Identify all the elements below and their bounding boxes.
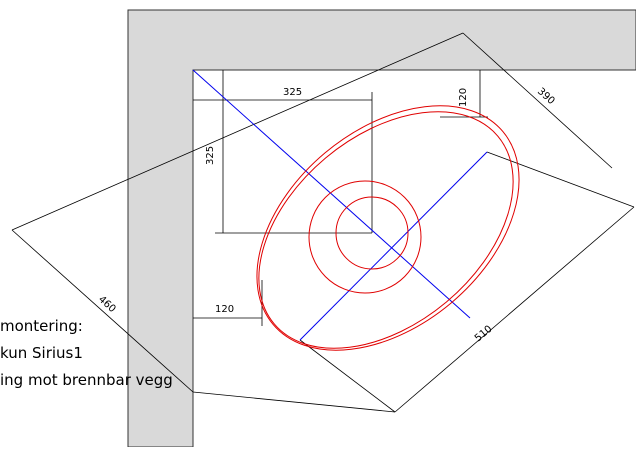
dim-label: 325 [283,87,302,98]
dimension-lines [193,70,488,326]
dim-label: 460 [96,294,118,315]
note: montering: [0,317,83,335]
note: kun Sirius1 [0,344,83,362]
heat-zones [256,105,520,351]
dim-label: 325 [205,146,216,165]
note: ing mot brennbar vegg [0,371,173,389]
dim-label: 120 [215,304,234,315]
envelope [11,32,635,413]
dim-label: 390 [535,86,557,107]
labels: 325 325 120 390 460 510 120 montering: k… [0,86,557,389]
axis-lines [192,69,488,341]
dim-label: 510 [473,324,495,345]
wall [127,9,636,448]
dim-label: 120 [458,88,469,107]
